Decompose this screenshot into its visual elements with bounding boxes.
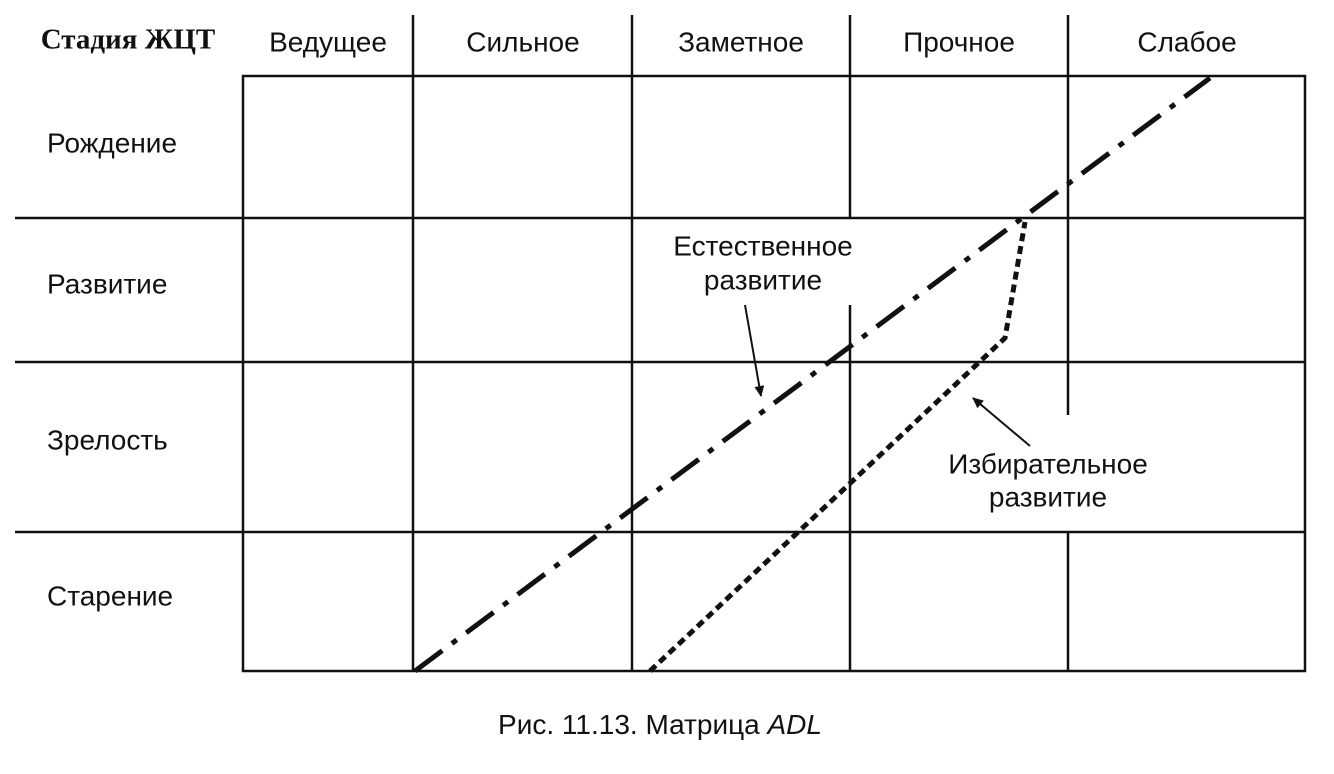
row-label: Рождение [47,127,177,158]
annotation: Избирательное [948,448,1148,479]
caption-text: Рис. 11.13. Матрица [498,709,760,740]
annotation: развитие [704,264,822,295]
row-label: Старение [47,580,173,611]
stage-header: Стадия ЖЦТ [41,24,216,56]
caption: Рис. 11.13. Матрица ADL [498,709,822,740]
grid [15,15,1307,673]
arrow [744,304,765,397]
annotation: развитие [989,481,1107,512]
column-header: Ведущее [269,26,387,57]
arrow [972,397,1031,447]
natural-development-line [413,75,1212,674]
column-header: Слабое [1137,26,1236,57]
matrix-border [241,74,1307,673]
column-header: Прочное [903,26,1015,57]
row-label: Зрелость [47,424,168,455]
annotation: Естественное [673,230,852,261]
column-header: Сильное [466,26,579,57]
row-label: Развитие [47,268,167,299]
column-header: Заметное [678,26,804,57]
caption-emphasis: ADL [765,709,821,740]
selective-development-line [648,221,1028,673]
